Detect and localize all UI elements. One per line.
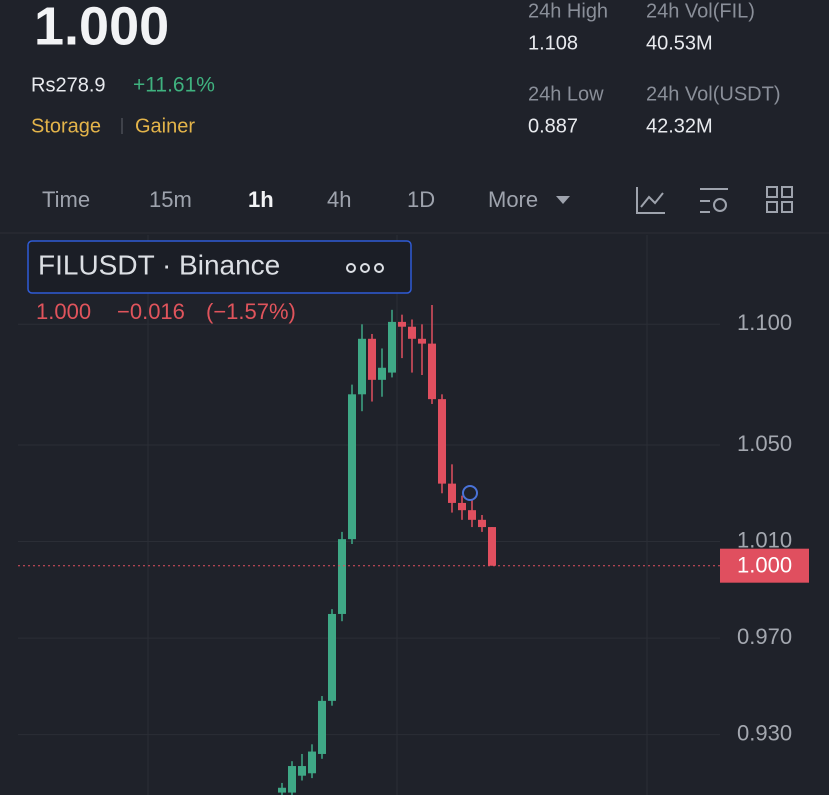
- candle-body: [418, 338, 426, 344]
- stat-label: 24h Low: [528, 83, 604, 105]
- indicator-icon[interactable]: [636, 187, 665, 214]
- stat-label: 24h Vol(FIL): [646, 0, 755, 22]
- candle-body: [328, 613, 336, 701]
- layout-icon[interactable]: [766, 186, 793, 213]
- tag[interactable]: Gainer: [135, 115, 195, 137]
- tab-active[interactable]: 1h: [248, 187, 274, 212]
- stat-label: 24h Vol(USDT): [646, 83, 781, 105]
- overlay: FILUSDT · Binance 1.000 −0.016 (−1.57%): [27, 240, 412, 324]
- dropdown-icon[interactable]: [556, 196, 570, 204]
- y-tick-label: 0.970: [737, 624, 792, 649]
- candle-body: [358, 338, 366, 395]
- stat-value: 1.108: [528, 32, 578, 54]
- candle-body: [298, 766, 306, 776]
- settings-icon[interactable]: [700, 188, 728, 213]
- y-tick-label: 1.050: [737, 431, 792, 456]
- legend-box[interactable]: [27, 240, 412, 294]
- candle-body: [378, 367, 386, 380]
- last-price-tag: [720, 548, 809, 583]
- change: +11.61%: [133, 74, 215, 97]
- candle-body: [408, 326, 416, 339]
- candle-body: [438, 399, 446, 484]
- y-tick-label: 1.100: [737, 310, 792, 335]
- symbol: FILUSDT · Binance: [38, 249, 280, 280]
- candle-body: [428, 343, 436, 400]
- candle-body: [288, 766, 296, 793]
- legend-change: −0.016: [117, 299, 185, 324]
- candle-body: [318, 700, 326, 754]
- last-price-label: 1.000: [737, 553, 792, 578]
- tag[interactable]: Storage: [31, 115, 101, 137]
- stat-value: 0.887: [528, 115, 578, 137]
- tab[interactable]: 15m: [149, 187, 192, 212]
- more-icon[interactable]: [346, 263, 384, 273]
- legend-close: 1.000: [36, 299, 91, 324]
- candle-body: [368, 338, 376, 380]
- candle-body: [398, 321, 406, 327]
- chart: 1.100 1.050 1.010 0.970 0.930 1.000: [18, 235, 809, 795]
- candle-body: [278, 787, 286, 793]
- candle-body: [388, 321, 396, 373]
- candle-body: [448, 483, 456, 503]
- candle-body: [488, 527, 496, 566]
- tab[interactable]: Time: [42, 187, 90, 212]
- candle-body: [308, 751, 316, 774]
- stat-label: 24h High: [528, 0, 608, 22]
- candle-body: [338, 539, 346, 614]
- candle-body: [348, 394, 356, 540]
- tab[interactable]: 4h: [327, 187, 351, 212]
- candle-body: [468, 510, 476, 520]
- y-tick-label: 0.930: [737, 720, 792, 745]
- legend-change-pct: (−1.57%): [206, 299, 296, 324]
- candle-body: [478, 519, 486, 528]
- stat-value: 40.53M: [646, 32, 713, 54]
- stat-value: 42.32M: [646, 115, 713, 137]
- candle-body: [458, 502, 466, 511]
- tab[interactable]: More: [488, 187, 538, 212]
- fiat-price: Rs278.9: [31, 74, 106, 96]
- y-tick-label: 1.010: [737, 527, 792, 552]
- price: 1.000: [34, 0, 169, 56]
- marker: [462, 485, 478, 501]
- tab[interactable]: 1D: [407, 187, 435, 212]
